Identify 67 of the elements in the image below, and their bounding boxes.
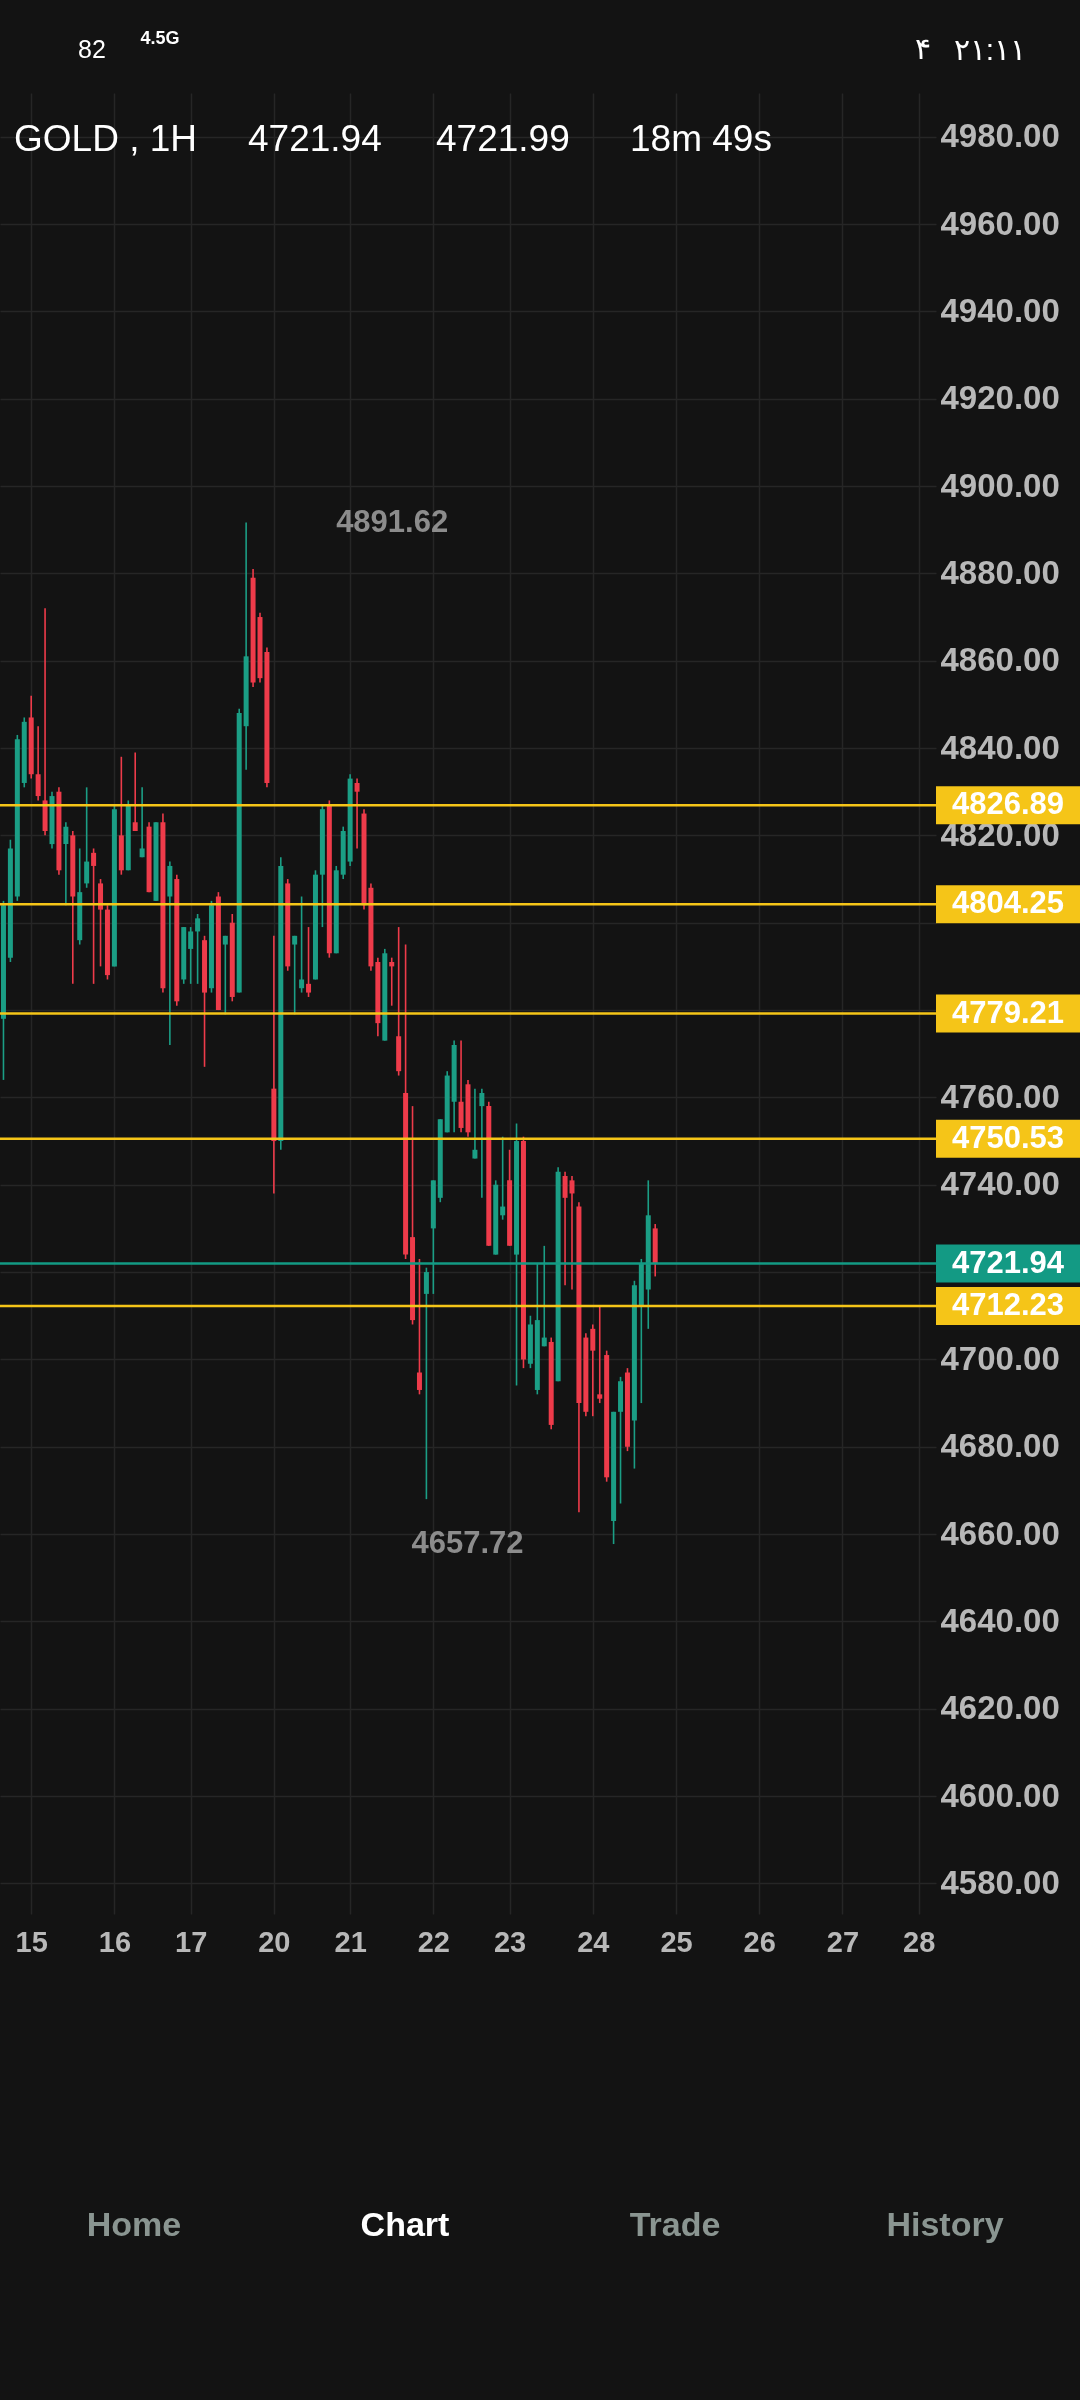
annotation: 4657.72	[411, 1525, 524, 1561]
candlestick	[389, 956, 395, 1007]
text: ۲۱:۱۱	[953, 33, 1027, 66]
candlestick	[590, 1323, 596, 1417]
candlestick	[91, 847, 97, 985]
y-tick-label: 4940.00	[940, 291, 1060, 329]
ref-line-label: 4750.53	[951, 1119, 1065, 1155]
candlestick	[306, 926, 312, 998]
candlestick	[423, 1266, 429, 1500]
x-tick-label: 17	[175, 1925, 208, 1958]
ref-line-label: 4804.25	[951, 885, 1065, 921]
candlestick	[354, 777, 360, 850]
annotation: 4721.94	[248, 118, 382, 159]
x-tick-label: 16	[98, 1925, 132, 1958]
x-tick-label: 21	[334, 1925, 367, 1958]
y-tick-label: 4980.00	[940, 117, 1060, 155]
y-tick-label: 4700.00	[940, 1339, 1060, 1377]
y-tick-label: 4920.00	[940, 379, 1060, 417]
annotation: 4891.62	[336, 503, 449, 539]
y-tick-label: 4900.00	[940, 466, 1060, 504]
ref-line-label: 4779.21	[951, 994, 1065, 1030]
y-tick-label: 4680.00	[940, 1427, 1060, 1465]
candlestick	[188, 926, 194, 985]
y-tick-label: 4640.00	[940, 1601, 1060, 1639]
text: ۴	[915, 32, 931, 65]
annotation: 18m 49s	[630, 118, 772, 159]
candlestick	[562, 1170, 568, 1286]
candlestick	[84, 786, 90, 889]
annotation: 4721.99	[436, 118, 570, 159]
x-tick-label: 15	[15, 1925, 48, 1958]
text: 82	[78, 35, 106, 63]
candlestick	[597, 1306, 603, 1404]
text: Trade	[629, 2205, 721, 2243]
candlestick	[195, 913, 201, 985]
text: 4.5G	[140, 28, 180, 48]
y-tick-label: 4760.00	[940, 1077, 1060, 1115]
candlestick	[299, 895, 305, 994]
y-tick-label: 4600.00	[940, 1776, 1060, 1814]
x-tick-label: 23	[493, 1925, 527, 1958]
candlestick	[139, 786, 145, 859]
candlestick	[35, 725, 41, 802]
candlestick	[132, 751, 138, 832]
y-tick-label: 4740.00	[940, 1165, 1060, 1203]
y-tick-label: 4880.00	[940, 553, 1060, 591]
y-tick-label: 4860.00	[940, 641, 1060, 679]
text: GOLD , 1H	[14, 118, 197, 159]
x-tick-label: 20	[258, 1925, 291, 1958]
candlestick	[472, 1087, 478, 1160]
candlestick	[479, 1087, 485, 1199]
y-tick-label: 4840.00	[940, 728, 1060, 766]
x-tick-label: 28	[903, 1925, 936, 1958]
candlestick	[569, 1175, 575, 1291]
y-tick-label: 4580.00	[940, 1863, 1060, 1901]
x-tick-label: 27	[826, 1925, 860, 1958]
x-tick-label: 24	[577, 1925, 610, 1958]
x-tick-label: 22	[417, 1925, 450, 1958]
x-tick-label: 26	[743, 1925, 776, 1958]
y-tick-label: 4620.00	[940, 1689, 1060, 1727]
y-tick-label: 4660.00	[940, 1514, 1060, 1552]
x-tick-label: 25	[660, 1925, 693, 1958]
ref-line-label: 4721.94	[951, 1244, 1065, 1280]
y-tick-label: 4960.00	[940, 204, 1060, 242]
text: History	[886, 2205, 1004, 2243]
candlestick	[416, 1258, 422, 1396]
ref-line-label: 4712.23	[951, 1287, 1065, 1322]
text: Chart	[360, 2205, 450, 2243]
text: Home	[86, 2205, 182, 2243]
